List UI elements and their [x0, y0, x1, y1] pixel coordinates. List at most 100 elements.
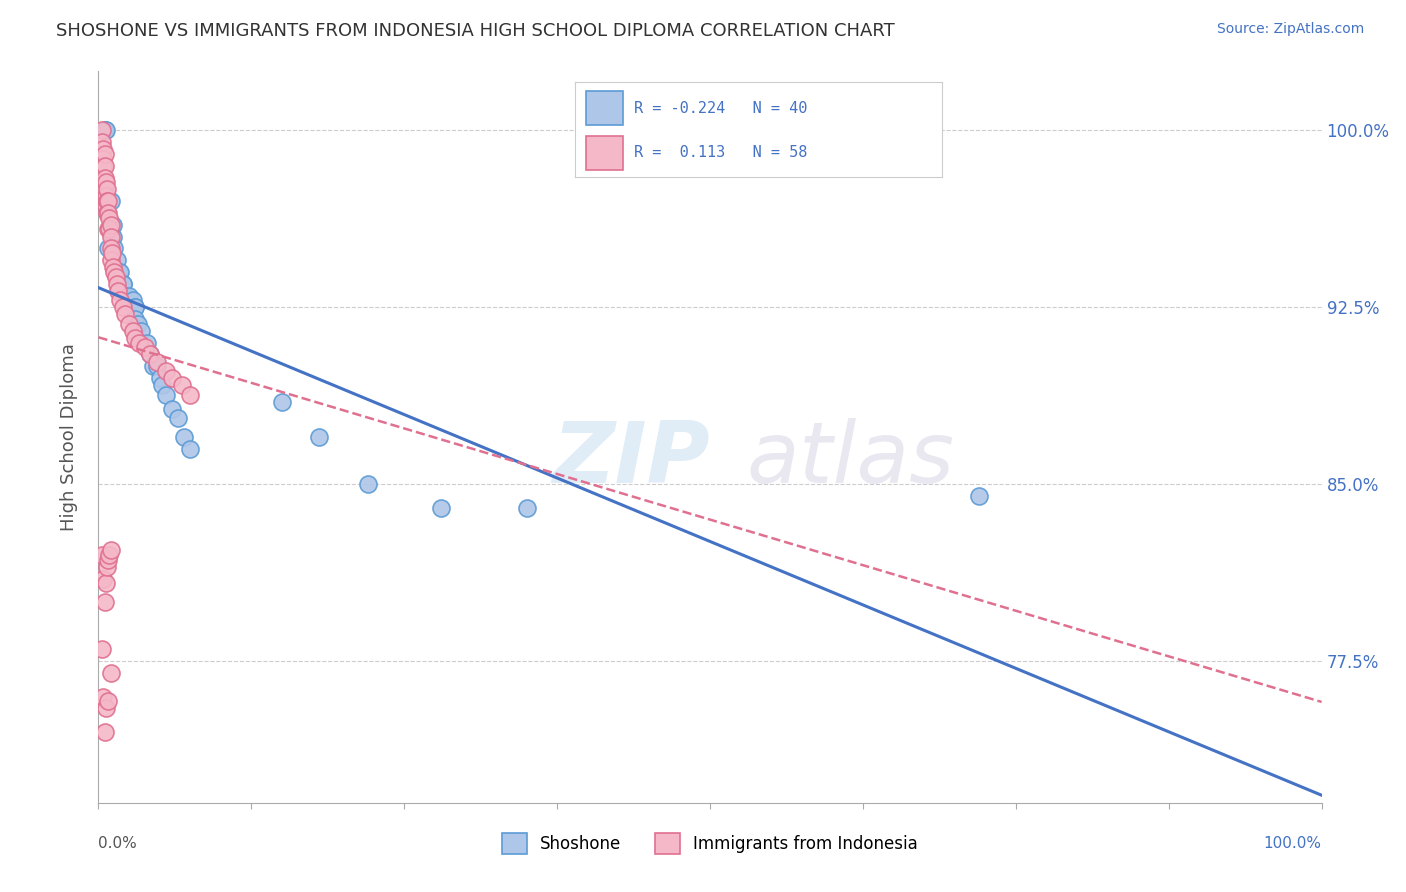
Point	[155, 364, 177, 378]
Point	[94, 189, 117, 203]
Point	[146, 354, 169, 368]
Point	[105, 277, 128, 291]
Point	[967, 489, 990, 503]
Point	[91, 548, 114, 562]
Y-axis label: High School Diploma: High School Diploma	[59, 343, 77, 531]
Point	[96, 182, 118, 196]
Point	[129, 324, 152, 338]
Point	[270, 394, 294, 409]
Point	[91, 135, 114, 149]
Point	[96, 206, 118, 220]
Point	[173, 430, 195, 444]
Point	[100, 253, 122, 268]
Point	[142, 359, 165, 374]
Point	[121, 293, 143, 308]
Point	[150, 378, 173, 392]
Point	[91, 642, 114, 657]
Point	[101, 229, 124, 244]
Point	[91, 152, 114, 166]
Legend: Shoshone, Immigrants from Indonesia: Shoshone, Immigrants from Indonesia	[495, 827, 925, 860]
Point	[160, 371, 183, 385]
Point	[100, 241, 122, 255]
Point	[118, 317, 141, 331]
Point	[114, 288, 136, 302]
Point	[160, 401, 183, 416]
Point	[100, 218, 122, 232]
Point	[93, 123, 115, 137]
Point	[308, 430, 330, 444]
Point	[100, 218, 122, 232]
Point	[103, 241, 125, 255]
Point	[97, 694, 120, 708]
Point	[97, 241, 120, 255]
Point	[124, 301, 146, 315]
Point	[124, 301, 146, 315]
Text: Source: ZipAtlas.com: Source: ZipAtlas.com	[1216, 22, 1364, 37]
Point	[93, 170, 115, 185]
Point	[91, 572, 114, 586]
Point	[430, 500, 453, 515]
Point	[98, 211, 121, 225]
Point	[91, 123, 114, 137]
Point	[107, 284, 129, 298]
Point	[94, 701, 117, 715]
Point	[101, 260, 124, 275]
Point	[94, 576, 117, 591]
Point	[93, 123, 115, 137]
Point	[121, 324, 143, 338]
Point	[104, 269, 127, 284]
Text: 0.0%: 0.0%	[98, 836, 138, 851]
Point	[97, 206, 120, 220]
Point	[100, 229, 122, 244]
Point	[356, 477, 378, 491]
Point	[128, 335, 150, 350]
Point	[139, 347, 162, 361]
Point	[110, 265, 132, 279]
Point	[100, 218, 122, 232]
Text: ZIP: ZIP	[553, 417, 710, 500]
Point	[91, 690, 114, 704]
Point	[105, 253, 128, 268]
Point	[110, 293, 132, 308]
Text: SHOSHONE VS IMMIGRANTS FROM INDONESIA HIGH SCHOOL DIPLOMA CORRELATION CHART: SHOSHONE VS IMMIGRANTS FROM INDONESIA HI…	[56, 22, 896, 40]
Point	[101, 246, 124, 260]
Point	[98, 548, 121, 562]
Point	[179, 442, 201, 456]
Point	[97, 553, 120, 567]
Point	[94, 199, 117, 213]
Point	[146, 359, 169, 374]
Point	[98, 222, 121, 236]
Point	[124, 331, 146, 345]
Point	[101, 218, 124, 232]
Point	[111, 277, 134, 291]
Point	[93, 725, 115, 739]
Point	[170, 378, 193, 392]
Point	[114, 307, 136, 321]
Text: 100.0%: 100.0%	[1264, 836, 1322, 851]
Point	[179, 387, 201, 401]
Point	[103, 265, 125, 279]
Point	[118, 288, 141, 302]
Point	[91, 159, 114, 173]
Point	[127, 317, 149, 331]
Point	[108, 265, 131, 279]
Text: atlas: atlas	[747, 417, 955, 500]
Point	[155, 387, 177, 401]
Point	[96, 194, 118, 208]
Point	[93, 595, 115, 609]
Point	[100, 543, 122, 558]
Point	[134, 340, 156, 354]
Point	[515, 500, 537, 515]
Point	[111, 277, 134, 291]
Point	[93, 182, 115, 196]
Point	[167, 411, 190, 425]
Point	[94, 123, 117, 137]
Point	[97, 194, 120, 208]
Point	[93, 159, 115, 173]
Point	[124, 312, 146, 326]
Point	[100, 194, 122, 208]
Point	[93, 147, 115, 161]
Point	[111, 301, 134, 315]
Point	[97, 222, 120, 236]
Point	[139, 347, 162, 361]
